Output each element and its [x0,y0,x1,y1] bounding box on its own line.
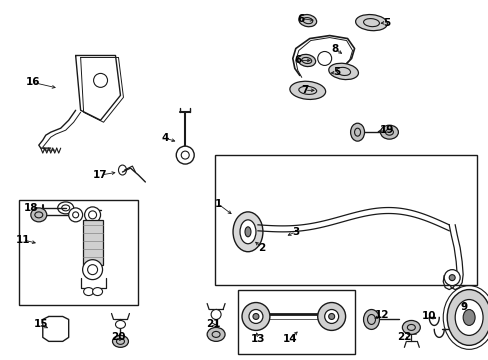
Ellipse shape [115,320,125,328]
Ellipse shape [462,310,474,325]
Text: 3: 3 [291,227,299,237]
Text: 19: 19 [380,125,394,135]
Text: 18: 18 [23,203,38,213]
Text: 2: 2 [258,243,265,253]
Text: 21: 21 [205,319,220,329]
Ellipse shape [92,288,102,296]
Text: 17: 17 [93,170,108,180]
Ellipse shape [244,227,250,237]
Text: 5: 5 [382,18,389,28]
Text: 6: 6 [297,14,304,24]
Ellipse shape [317,302,345,330]
Ellipse shape [448,275,454,280]
Ellipse shape [289,81,325,99]
Text: 22: 22 [396,332,411,342]
Ellipse shape [380,125,398,139]
Bar [238,289,354,354]
Ellipse shape [443,270,459,285]
Ellipse shape [328,314,334,319]
Ellipse shape [112,336,128,347]
Text: 20: 20 [111,332,125,342]
Text: 6: 6 [294,55,301,66]
Text: 16: 16 [25,77,40,87]
Text: 10: 10 [421,311,436,321]
Text: 11: 11 [16,235,30,245]
Text: 9: 9 [460,302,467,311]
Ellipse shape [317,51,331,66]
Ellipse shape [93,73,107,87]
Ellipse shape [402,320,420,334]
Text: 13: 13 [250,334,264,345]
Ellipse shape [252,314,259,319]
Ellipse shape [83,288,93,296]
Ellipse shape [233,212,263,252]
Text: 5: 5 [332,67,340,77]
Text: 8: 8 [330,44,338,54]
Ellipse shape [31,208,47,222]
Ellipse shape [297,54,315,67]
Text: 1: 1 [214,199,221,209]
Text: 14: 14 [282,334,297,345]
Ellipse shape [242,302,269,330]
Ellipse shape [350,123,364,141]
Ellipse shape [211,310,221,319]
Bar [82,220,102,265]
Ellipse shape [447,289,488,345]
Ellipse shape [355,14,386,31]
Bar [19,200,138,305]
Ellipse shape [363,310,379,329]
Ellipse shape [454,300,482,336]
Ellipse shape [248,310,263,323]
Text: 15: 15 [34,319,48,329]
Ellipse shape [68,208,82,222]
Ellipse shape [324,310,338,323]
Ellipse shape [84,207,101,223]
Ellipse shape [82,260,102,280]
Ellipse shape [240,220,255,244]
Ellipse shape [207,328,224,341]
Text: 4: 4 [162,133,169,143]
Bar [215,155,476,285]
Ellipse shape [328,63,358,80]
Text: 7: 7 [301,85,308,95]
Ellipse shape [298,14,316,27]
Ellipse shape [176,146,194,164]
Text: 12: 12 [374,310,389,320]
